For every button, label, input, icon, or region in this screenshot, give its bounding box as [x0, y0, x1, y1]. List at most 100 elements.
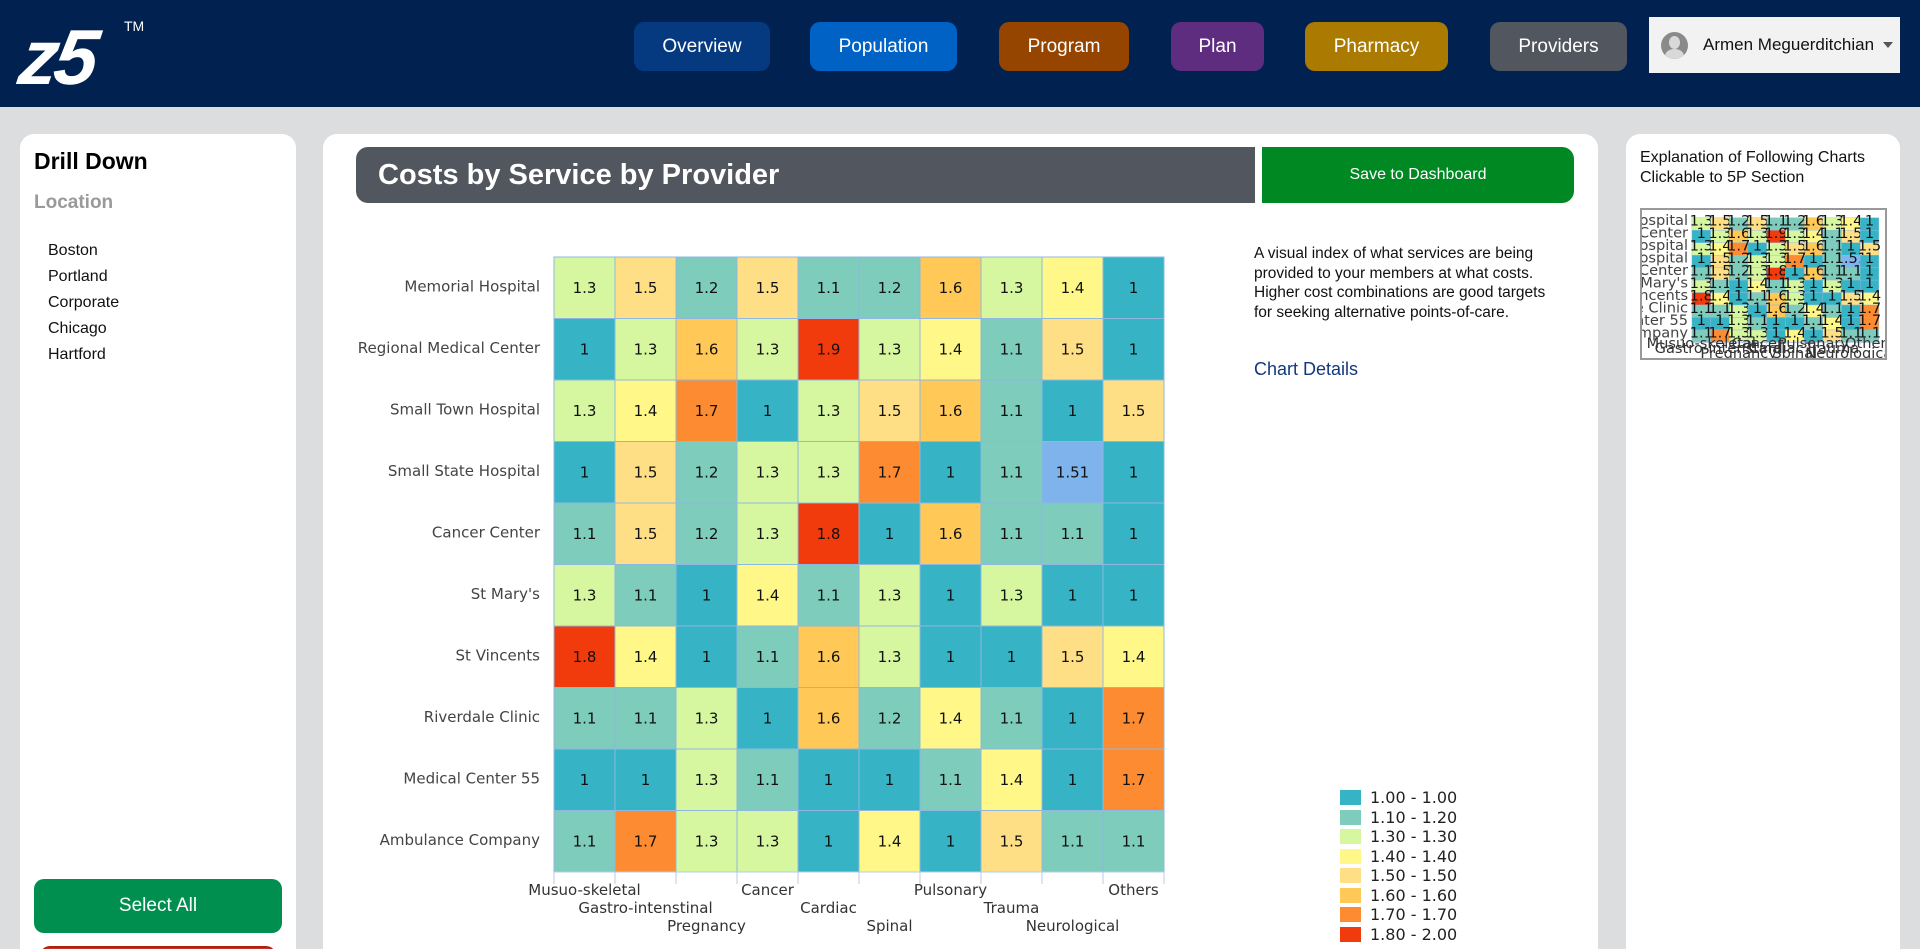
heatmap-cell[interactable]: 1.5	[1708, 262, 1732, 281]
nav-overview-button[interactable]: Overview	[634, 22, 770, 71]
heatmap-cell[interactable]: 1.6	[919, 256, 982, 319]
heatmap-cell[interactable]: 1.8	[1690, 287, 1713, 306]
heatmap-cell[interactable]: 1.1	[1821, 300, 1844, 318]
heatmap-cell[interactable]: 1.5	[1839, 225, 1862, 243]
heatmap-cell[interactable]: 1.4	[1802, 300, 1825, 318]
heatmap-cell[interactable]: 1.3	[980, 256, 1043, 319]
heatmap-cell[interactable]: 1.3	[1746, 250, 1769, 268]
nav-pharmacy-button[interactable]: Pharmacy	[1305, 22, 1448, 71]
heatmap-cell[interactable]: 1.3	[1821, 213, 1844, 231]
heatmap-cell[interactable]: 1.1	[614, 564, 677, 627]
heatmap-cell[interactable]: 1.7	[1858, 300, 1881, 318]
heatmap-cell[interactable]: 1.3	[1746, 325, 1769, 343]
heatmap-cell[interactable]: 1.1	[797, 564, 860, 627]
nav-plan-button[interactable]: Plan	[1171, 22, 1264, 71]
heatmap-cell[interactable]: 1.1	[797, 256, 860, 319]
heatmap-cell[interactable]: 1.1	[553, 810, 616, 873]
location-item-chicago[interactable]: Chicago	[48, 320, 107, 337]
heatmap-cell[interactable]: 1.5	[1858, 237, 1881, 256]
heatmap-cell[interactable]: 1.7	[1102, 687, 1165, 750]
heatmap-cell[interactable]: 1.3	[553, 256, 616, 319]
heatmap-cell[interactable]: 1	[1041, 379, 1104, 442]
heatmap-cell[interactable]: 1.4	[614, 379, 677, 442]
heatmap-cell[interactable]: 1.3	[797, 379, 860, 442]
heatmap-cell[interactable]: 1	[736, 379, 799, 442]
heatmap-cell[interactable]: 1	[1102, 502, 1165, 565]
heatmap-cell[interactable]: 1.6	[1727, 225, 1750, 243]
heatmap-cell[interactable]: 1.2	[1727, 213, 1750, 231]
heatmap-cell[interactable]: 1.7	[1727, 237, 1750, 256]
heatmap-cell[interactable]: 1.1	[1690, 325, 1713, 343]
heatmap-cell[interactable]: 1.5	[614, 256, 677, 319]
heatmap-cell[interactable]: 1.9	[1764, 225, 1788, 243]
heatmap-cell[interactable]: 1.1	[1764, 275, 1788, 293]
heatmap-cell[interactable]: 1.1	[980, 687, 1043, 750]
heatmap-cell[interactable]: 1.3	[980, 564, 1043, 627]
heatmap-cell[interactable]: 1.6	[1764, 300, 1788, 318]
heatmap-cell[interactable]: 1.5	[1821, 325, 1844, 343]
heatmap-cell[interactable]: 1.3	[1690, 275, 1713, 293]
heatmap-cell[interactable]: 1.4	[919, 687, 982, 750]
heatmap-cell[interactable]: 1.1	[1041, 502, 1104, 565]
heatmap-cell[interactable]: 1.3	[858, 564, 921, 627]
heatmap-cell[interactable]: 1.5	[614, 441, 677, 504]
heatmap-cell[interactable]: 1.3	[1764, 250, 1788, 268]
heatmap-cell[interactable]: 1.2	[675, 502, 738, 565]
heatmap-cell[interactable]: 1.1	[1102, 810, 1165, 873]
heatmap-cell[interactable]: 1.1	[736, 748, 799, 811]
heatmap-cell[interactable]: 1.1	[553, 502, 616, 565]
heatmap-cell[interactable]: 1.7	[858, 441, 921, 504]
heatmap-cell[interactable]: 1.4	[614, 625, 677, 688]
heatmap-cell[interactable]: 1	[919, 564, 982, 627]
heatmap-cell[interactable]: 1	[858, 502, 921, 565]
heatmap-cell[interactable]: 1.7	[675, 379, 738, 442]
heatmap-cell[interactable]: 1.4	[980, 748, 1043, 811]
heatmap-cell[interactable]: 1.1	[1858, 325, 1881, 343]
heatmap-cell[interactable]: 1.7	[1708, 325, 1732, 343]
heatmap-cell[interactable]: 1.4	[736, 564, 799, 627]
heatmap-cell[interactable]: 1.1	[1802, 312, 1825, 331]
heatmap-cell[interactable]: 1.2	[1727, 250, 1750, 268]
heatmap-cell[interactable]: 1.5	[858, 379, 921, 442]
heatmap-cell[interactable]: 1.3	[675, 687, 738, 750]
heatmap-cell[interactable]: 1.7	[1102, 748, 1165, 811]
heatmap-cell[interactable]: 1.1	[1041, 810, 1104, 873]
heatmap-cell[interactable]: 1.4	[1783, 325, 1806, 343]
heatmap-cell[interactable]: 1.4	[1821, 312, 1844, 331]
heatmap-cell[interactable]: 1.1	[1764, 213, 1788, 231]
heatmap-cell[interactable]: 1.3	[736, 502, 799, 565]
heatmap-cell[interactable]: 1.2	[858, 687, 921, 750]
heatmap-cell[interactable]: 1.1	[1690, 300, 1713, 318]
heatmap-cell[interactable]: 1.2	[858, 256, 921, 319]
heatmap-cell[interactable]: 1.1	[553, 687, 616, 750]
heatmap-cell[interactable]: 1	[553, 318, 616, 381]
heatmap-cell[interactable]: 1.5	[1708, 213, 1732, 231]
heatmap-cell[interactable]: 1.3	[1746, 262, 1769, 281]
heatmap-cell[interactable]: 1.1	[614, 687, 677, 750]
heatmap-cell[interactable]: 1.3	[675, 748, 738, 811]
heatmap-cell[interactable]: 1.3	[736, 810, 799, 873]
heatmap-cell[interactable]: 1.8	[1764, 262, 1788, 281]
heatmap-cell[interactable]: 1.3	[675, 810, 738, 873]
heatmap-cell[interactable]: 1.3	[736, 318, 799, 381]
heatmap-cell[interactable]: 1.5	[736, 256, 799, 319]
heatmap-cell[interactable]: 1	[1859, 213, 1880, 231]
heatmap-cell[interactable]: 1.5	[1041, 318, 1104, 381]
heatmap-cell[interactable]: 1.6	[675, 318, 738, 381]
heatmap-cell[interactable]: 1.1	[736, 625, 799, 688]
chart-thumbnail[interactable]: 1.3 1.5 1.2 1.5 1.1 1.2 1.6 1.3 1.4 1 1 1.3 1.6 1.3 1.…	[1640, 208, 1887, 360]
heatmap-cell[interactable]: 1	[1041, 687, 1104, 750]
heatmap-cell[interactable]: 1.1	[1821, 225, 1844, 243]
heatmap-cell[interactable]: 1.51	[1835, 250, 1868, 268]
heatmap-cell[interactable]: 1.6	[1802, 237, 1825, 256]
select-all-button[interactable]: Select All	[34, 879, 282, 933]
heatmap-cell[interactable]: 1	[553, 748, 616, 811]
heatmap-cell[interactable]: 1.6	[797, 687, 860, 750]
heatmap-cell[interactable]: 1.6	[1802, 213, 1825, 231]
heatmap-cell[interactable]: 1.3	[858, 318, 921, 381]
heatmap-cell[interactable]: 1.8	[553, 625, 616, 688]
heatmap-cell[interactable]: 1.3	[553, 379, 616, 442]
heatmap-cell[interactable]: 1.4	[1708, 287, 1732, 306]
heatmap-cell[interactable]: 1.51	[1041, 441, 1104, 504]
heatmap-cell[interactable]: 1.6	[919, 502, 982, 565]
